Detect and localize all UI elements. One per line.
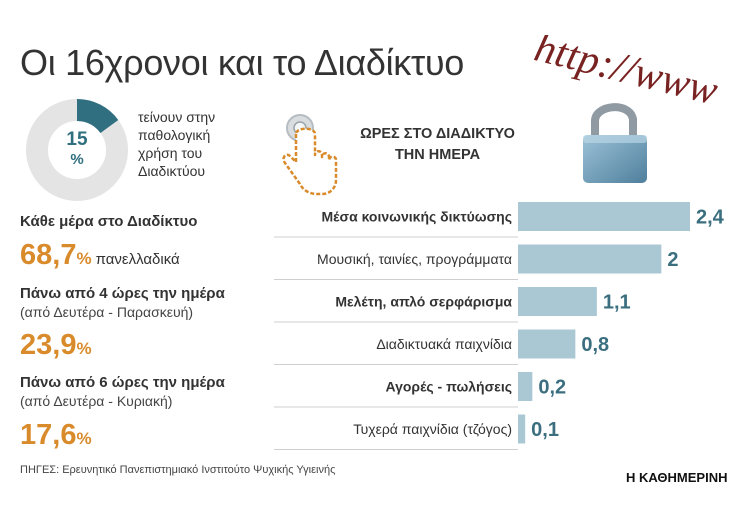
bar-value-label: 0,8	[581, 334, 609, 356]
donut-caption-line: τείνουν στην	[138, 109, 216, 125]
chart-title: ΩΡΕΣ ΣΤΟ ΔΙΑΔΙΚΤΥΟ ΤΗΝ ΗΜΕΡΑ	[330, 124, 545, 166]
stat-number: 68,7	[20, 239, 77, 271]
bar-category-label: Αγορές - πωλήσεις	[385, 379, 512, 395]
chart-title-line: ΩΡΕΣ ΣΤΟ ΔΙΑΔΙΚΤΥΟ	[360, 126, 515, 142]
bar	[518, 287, 597, 316]
donut-caption-line: χρήση του	[138, 145, 203, 161]
stat-suffix: πανελλαδικά	[95, 251, 180, 268]
bar	[518, 202, 690, 231]
bar-value-label: 2,4	[696, 207, 725, 229]
stat-label-daily: Κάθε μέρα στο Διαδίκτυο	[20, 213, 198, 230]
bar-value-label: 0,2	[538, 377, 566, 399]
bar	[518, 414, 526, 444]
donut-percent-symbol: %	[70, 151, 84, 168]
bar-category-label: Μελέτη, απλό σερφάρισμα	[335, 294, 512, 310]
bar-row: Διαδικτυακά παιχνίδια 0,8	[274, 329, 609, 365]
page-title: Οι 16χρονοι και το Διαδίκτυο	[20, 42, 465, 83]
bar-row: Αγορές - πωλήσεις 0,2	[274, 372, 566, 408]
bar-row: Μουσική, ταινίες, προγράμματα 2	[274, 244, 678, 280]
donut-value: 15	[66, 129, 88, 150]
donut-slice	[76, 99, 119, 134]
donut-percent-label: 15 %	[55, 130, 99, 170]
donut-caption-line: Διαδικτύου	[138, 163, 206, 179]
bar-value-label: 2	[667, 249, 678, 271]
bar-row: Μελέτη, απλό σερφάρισμα 1,1	[274, 287, 631, 323]
stat-value-over-6h: 17,6%	[20, 420, 92, 454]
bar-category-label: Διαδικτυακά παιχνίδια	[376, 336, 512, 352]
stat-percent: %	[76, 249, 92, 268]
bar-category-label: Μουσική, ταινίες, προγράμματα	[317, 251, 512, 267]
bar-category-label: Τυχερά παιχνίδια (τζόγος)	[353, 421, 512, 437]
hours-bar-chart: Μέσα κοινωνικής δικτύωσης 2,4 Μουσική, ται…	[274, 202, 725, 450]
source-note: ΠΗΓΕΣ: Ερευνητικό Πανεπιστημιακό Ινστιτο…	[20, 464, 336, 476]
stat-percent: %	[76, 339, 92, 358]
bar	[518, 372, 533, 401]
stat-sub-over-6h: (από Δευτέρα - Κυριακή)	[20, 393, 173, 409]
stat-sub-over-4h: (από Δευτέρα - Παρασκευή)	[20, 304, 194, 320]
stat-percent: %	[76, 429, 92, 448]
http-url-graphic: http://www	[530, 35, 722, 110]
pointing-hand-icon	[282, 114, 338, 196]
bar-row: Μέσα κοινωνικής δικτύωσης 2,4	[274, 202, 725, 238]
bar-value-label: 0,1	[531, 419, 559, 441]
donut-caption-line: παθολογική	[138, 127, 211, 143]
stat-label-over-4h: Πάνω από 4 ώρες την ημέρα	[20, 285, 225, 302]
bar-category-label: Μέσα κοινωνικής δικτύωσης	[322, 209, 512, 225]
bar-value-label: 1,1	[603, 292, 631, 314]
donut-chart	[26, 99, 128, 201]
bar	[518, 244, 662, 274]
chart-title-line: ΤΗΝ ΗΜΕΡΑ	[394, 147, 481, 163]
stat-number: 23,9	[20, 329, 77, 361]
publisher-brand: Η ΚΑΘΗΜΕΡΙΝΗ	[626, 470, 728, 485]
stat-value-daily: 68,7% πανελλαδικά	[20, 240, 180, 275]
stat-value-over-4h: 23,9%	[20, 330, 92, 364]
stat-label-over-6h: Πάνω από 6 ώρες την ημέρα	[20, 374, 225, 391]
bar	[518, 329, 576, 359]
donut-caption: τείνουν στην παθολογική χρήση του Διαδικ…	[138, 108, 215, 180]
bar-row: Τυχερά παιχνίδια (τζόγος) 0,1	[274, 414, 559, 450]
padlock-icon	[583, 103, 647, 183]
stat-number: 17,6	[20, 419, 77, 451]
